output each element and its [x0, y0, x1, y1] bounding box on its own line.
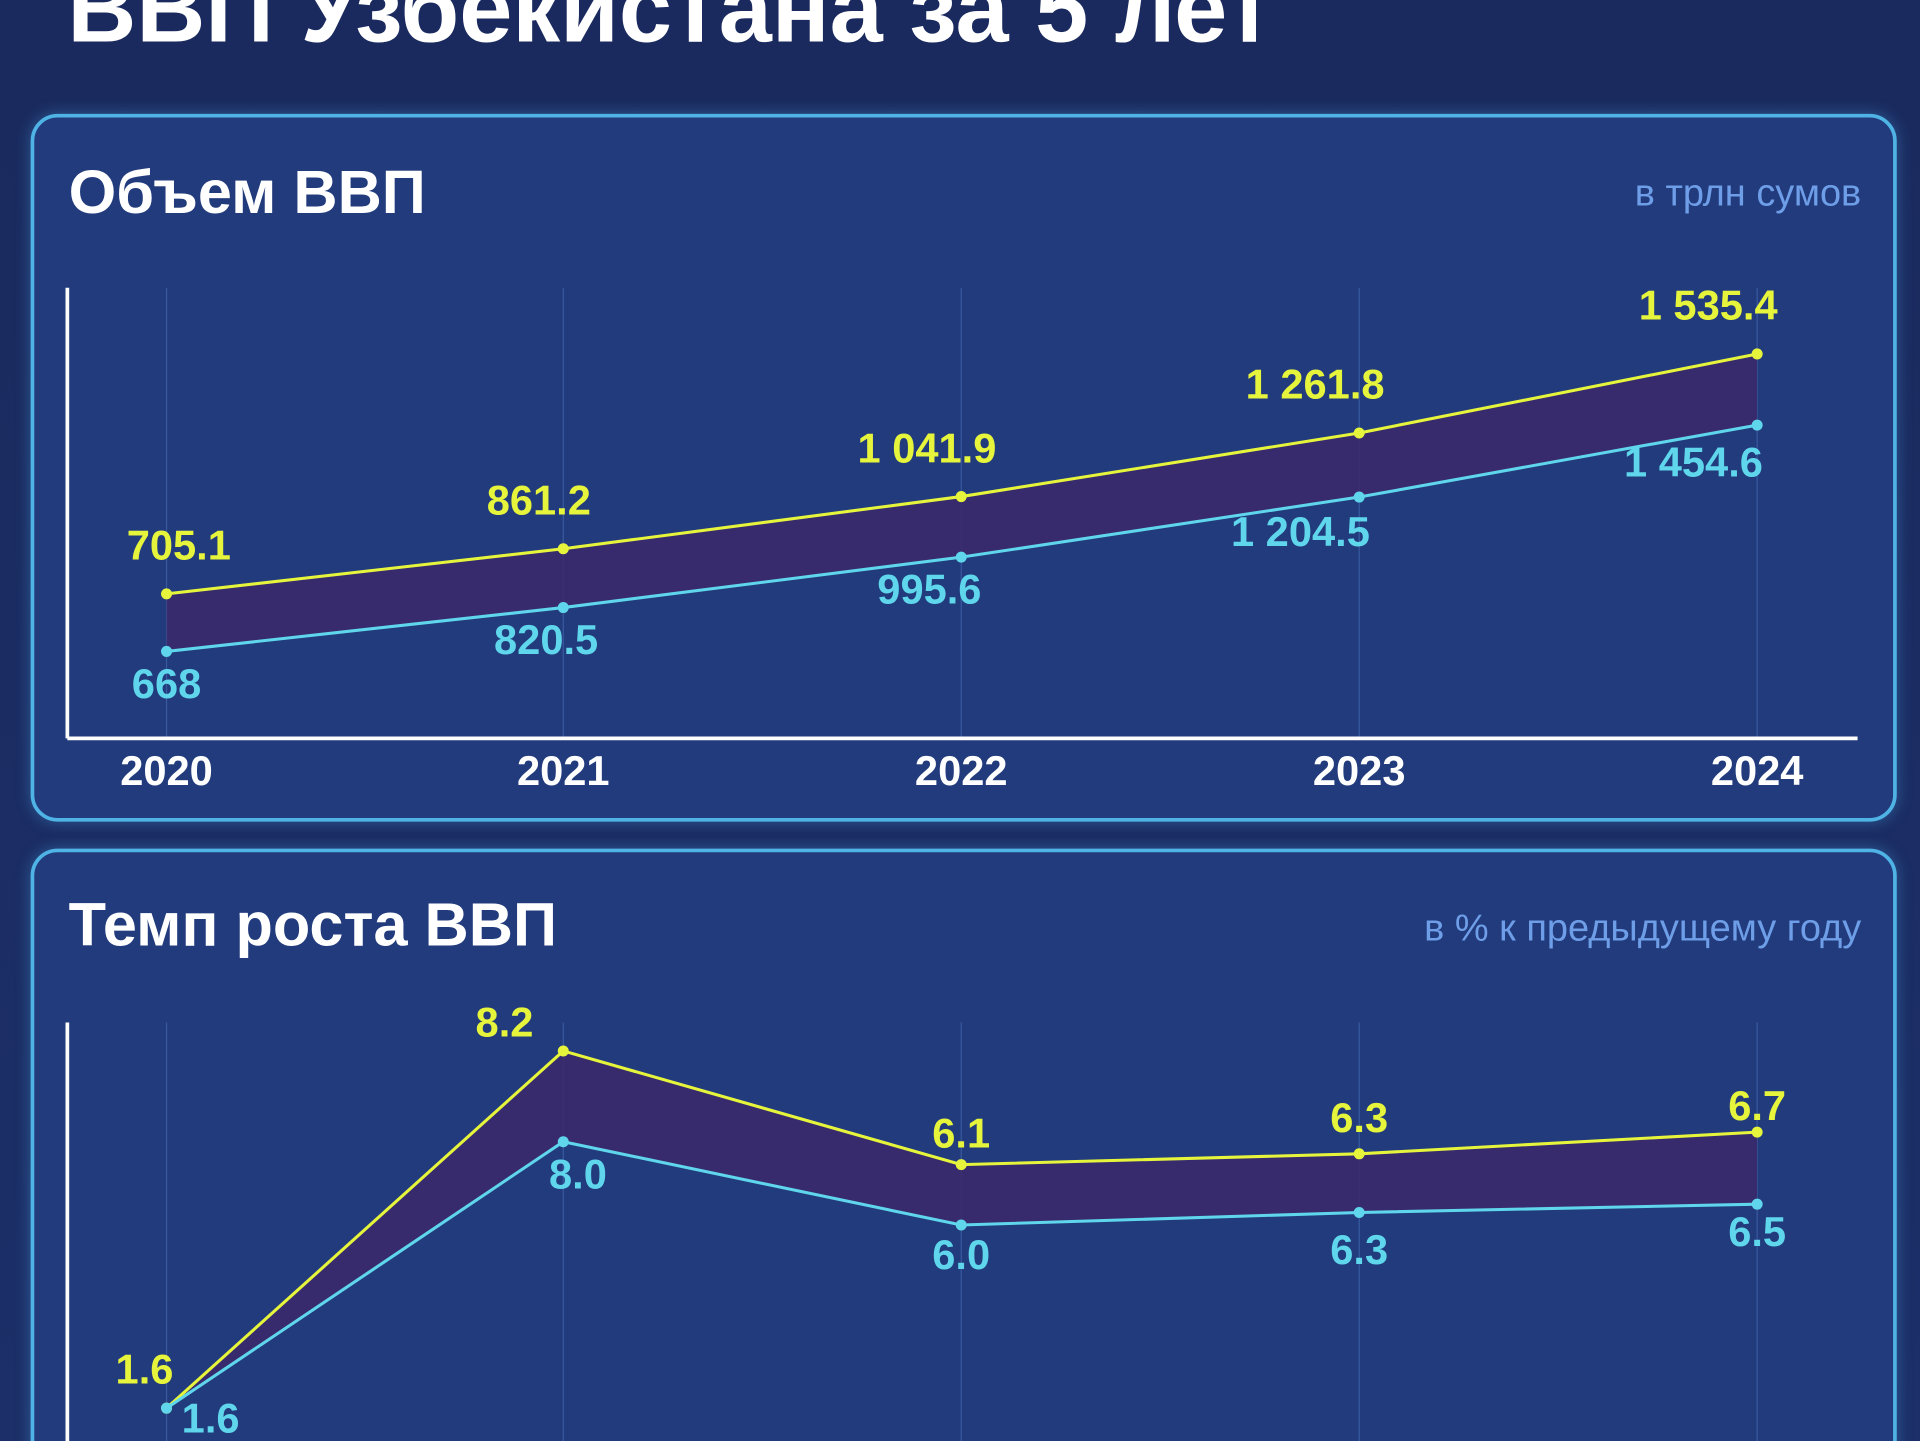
- data-point: [1353, 1206, 1365, 1219]
- data-label: 820.5: [494, 616, 598, 663]
- panel-title: Объем ВВП: [68, 157, 426, 227]
- data-label: 668: [132, 660, 201, 707]
- data-point: [161, 645, 173, 657]
- data-point: [557, 602, 569, 614]
- data-point: [955, 551, 967, 563]
- data-label: 1 261.8: [1246, 361, 1385, 408]
- data-label: 1 454.6: [1624, 439, 1763, 486]
- data-point: [557, 543, 569, 555]
- panel-title: Темп роста ВВП: [68, 890, 557, 959]
- x-tick-label: 2023: [1313, 747, 1406, 794]
- panel-unit: в % к предыдущему году: [1424, 906, 1862, 949]
- data-label: 1.6: [116, 1346, 174, 1393]
- data-point: [955, 1219, 967, 1231]
- data-label: 8.0: [549, 1150, 607, 1197]
- data-label: 1.6: [182, 1395, 240, 1441]
- data-point: [1353, 427, 1365, 439]
- page-title: ВВП Узбекистана за 5 лет: [67, 0, 1273, 63]
- data-label: 6.3: [1330, 1226, 1388, 1273]
- data-point: [955, 1159, 967, 1171]
- data-label: 1 204.5: [1231, 508, 1370, 555]
- data-label: 6.5: [1728, 1208, 1786, 1255]
- data-label: 6.3: [1330, 1094, 1388, 1141]
- data-point: [557, 1045, 569, 1057]
- data-label: 6.7: [1728, 1082, 1786, 1129]
- data-point: [557, 1136, 569, 1148]
- data-point: [955, 491, 967, 503]
- data-point: [1353, 491, 1365, 503]
- difference-band: [166, 353, 1758, 652]
- data-label: 8.2: [476, 998, 534, 1045]
- x-tick-label: 2022: [915, 747, 1008, 794]
- data-label: 705.1: [127, 522, 231, 569]
- data-point: [161, 1402, 173, 1414]
- gdp-volume-panel: Объем ВВП в трлн сумов: [30, 113, 1897, 822]
- data-point: [161, 588, 173, 600]
- data-point: [1751, 419, 1763, 431]
- data-point: [1751, 1126, 1763, 1138]
- data-label: 1 041.9: [858, 424, 997, 471]
- data-point: [1751, 348, 1763, 360]
- panel-unit: в трлн сумов: [1634, 171, 1862, 215]
- data-label: 1 535.4: [1639, 282, 1778, 329]
- data-point: [1353, 1148, 1365, 1160]
- data-label: 995.6: [877, 566, 981, 613]
- x-tick-label: 2024: [1711, 747, 1804, 794]
- data-label: 6.1: [932, 1109, 990, 1156]
- data-label: 6.0: [932, 1231, 990, 1278]
- data-point: [1751, 1198, 1763, 1210]
- x-tick-label: 2020: [120, 747, 213, 794]
- x-tick-label: 2021: [517, 747, 610, 794]
- data-label: 861.2: [487, 476, 591, 523]
